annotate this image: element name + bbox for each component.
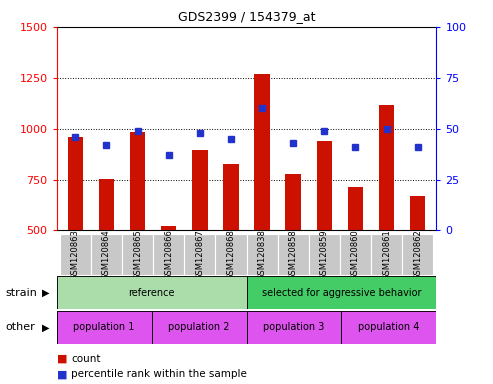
Bar (184, 234, 215, 275)
Text: population 3: population 3 (263, 322, 324, 333)
Text: ▶: ▶ (41, 288, 49, 298)
Bar (348, 187, 363, 230)
Text: ■: ■ (57, 369, 67, 379)
Bar (223, 164, 239, 230)
Bar (402, 234, 433, 275)
Text: GDS2399 / 154379_at: GDS2399 / 154379_at (178, 10, 315, 23)
Text: GSM120865: GSM120865 (133, 229, 142, 280)
Text: population 1: population 1 (73, 322, 135, 333)
Bar (309, 234, 340, 275)
Bar (246, 276, 436, 309)
Text: reference: reference (128, 288, 175, 298)
Bar (99, 179, 114, 230)
Text: GSM120868: GSM120868 (226, 229, 236, 280)
Text: GSM120861: GSM120861 (382, 229, 391, 280)
Bar (341, 311, 436, 344)
Text: GSM120858: GSM120858 (289, 229, 298, 280)
Bar (246, 234, 278, 275)
Text: ▶: ▶ (41, 322, 49, 333)
Bar (192, 150, 208, 230)
Bar (340, 234, 371, 275)
Text: other: other (5, 322, 35, 333)
Bar (379, 105, 394, 230)
Text: GSM120863: GSM120863 (71, 229, 80, 280)
Bar (278, 234, 309, 275)
Text: ■: ■ (57, 354, 67, 364)
Text: GSM120862: GSM120862 (413, 229, 422, 280)
Bar (371, 234, 402, 275)
Bar (161, 226, 176, 230)
Text: GSM120860: GSM120860 (351, 229, 360, 280)
Text: count: count (71, 354, 101, 364)
Bar (68, 137, 83, 230)
Bar (254, 74, 270, 230)
Bar (285, 174, 301, 230)
Text: selected for aggressive behavior: selected for aggressive behavior (262, 288, 421, 298)
Bar (60, 234, 91, 275)
Bar (130, 132, 145, 230)
Bar (91, 234, 122, 275)
Bar (152, 311, 246, 344)
Bar (153, 234, 184, 275)
Text: GSM120859: GSM120859 (320, 229, 329, 280)
Text: GSM120838: GSM120838 (257, 229, 267, 280)
Text: GSM120867: GSM120867 (195, 229, 204, 280)
Text: strain: strain (5, 288, 37, 298)
Text: GSM120864: GSM120864 (102, 229, 111, 280)
Text: population 4: population 4 (358, 322, 420, 333)
Bar (246, 311, 341, 344)
Text: GSM120866: GSM120866 (164, 229, 173, 280)
Bar (317, 141, 332, 230)
Bar (215, 234, 246, 275)
Text: percentile rank within the sample: percentile rank within the sample (71, 369, 247, 379)
Bar (57, 276, 246, 309)
Text: population 2: population 2 (168, 322, 230, 333)
Bar (57, 311, 152, 344)
Bar (122, 234, 153, 275)
Bar (410, 196, 425, 230)
